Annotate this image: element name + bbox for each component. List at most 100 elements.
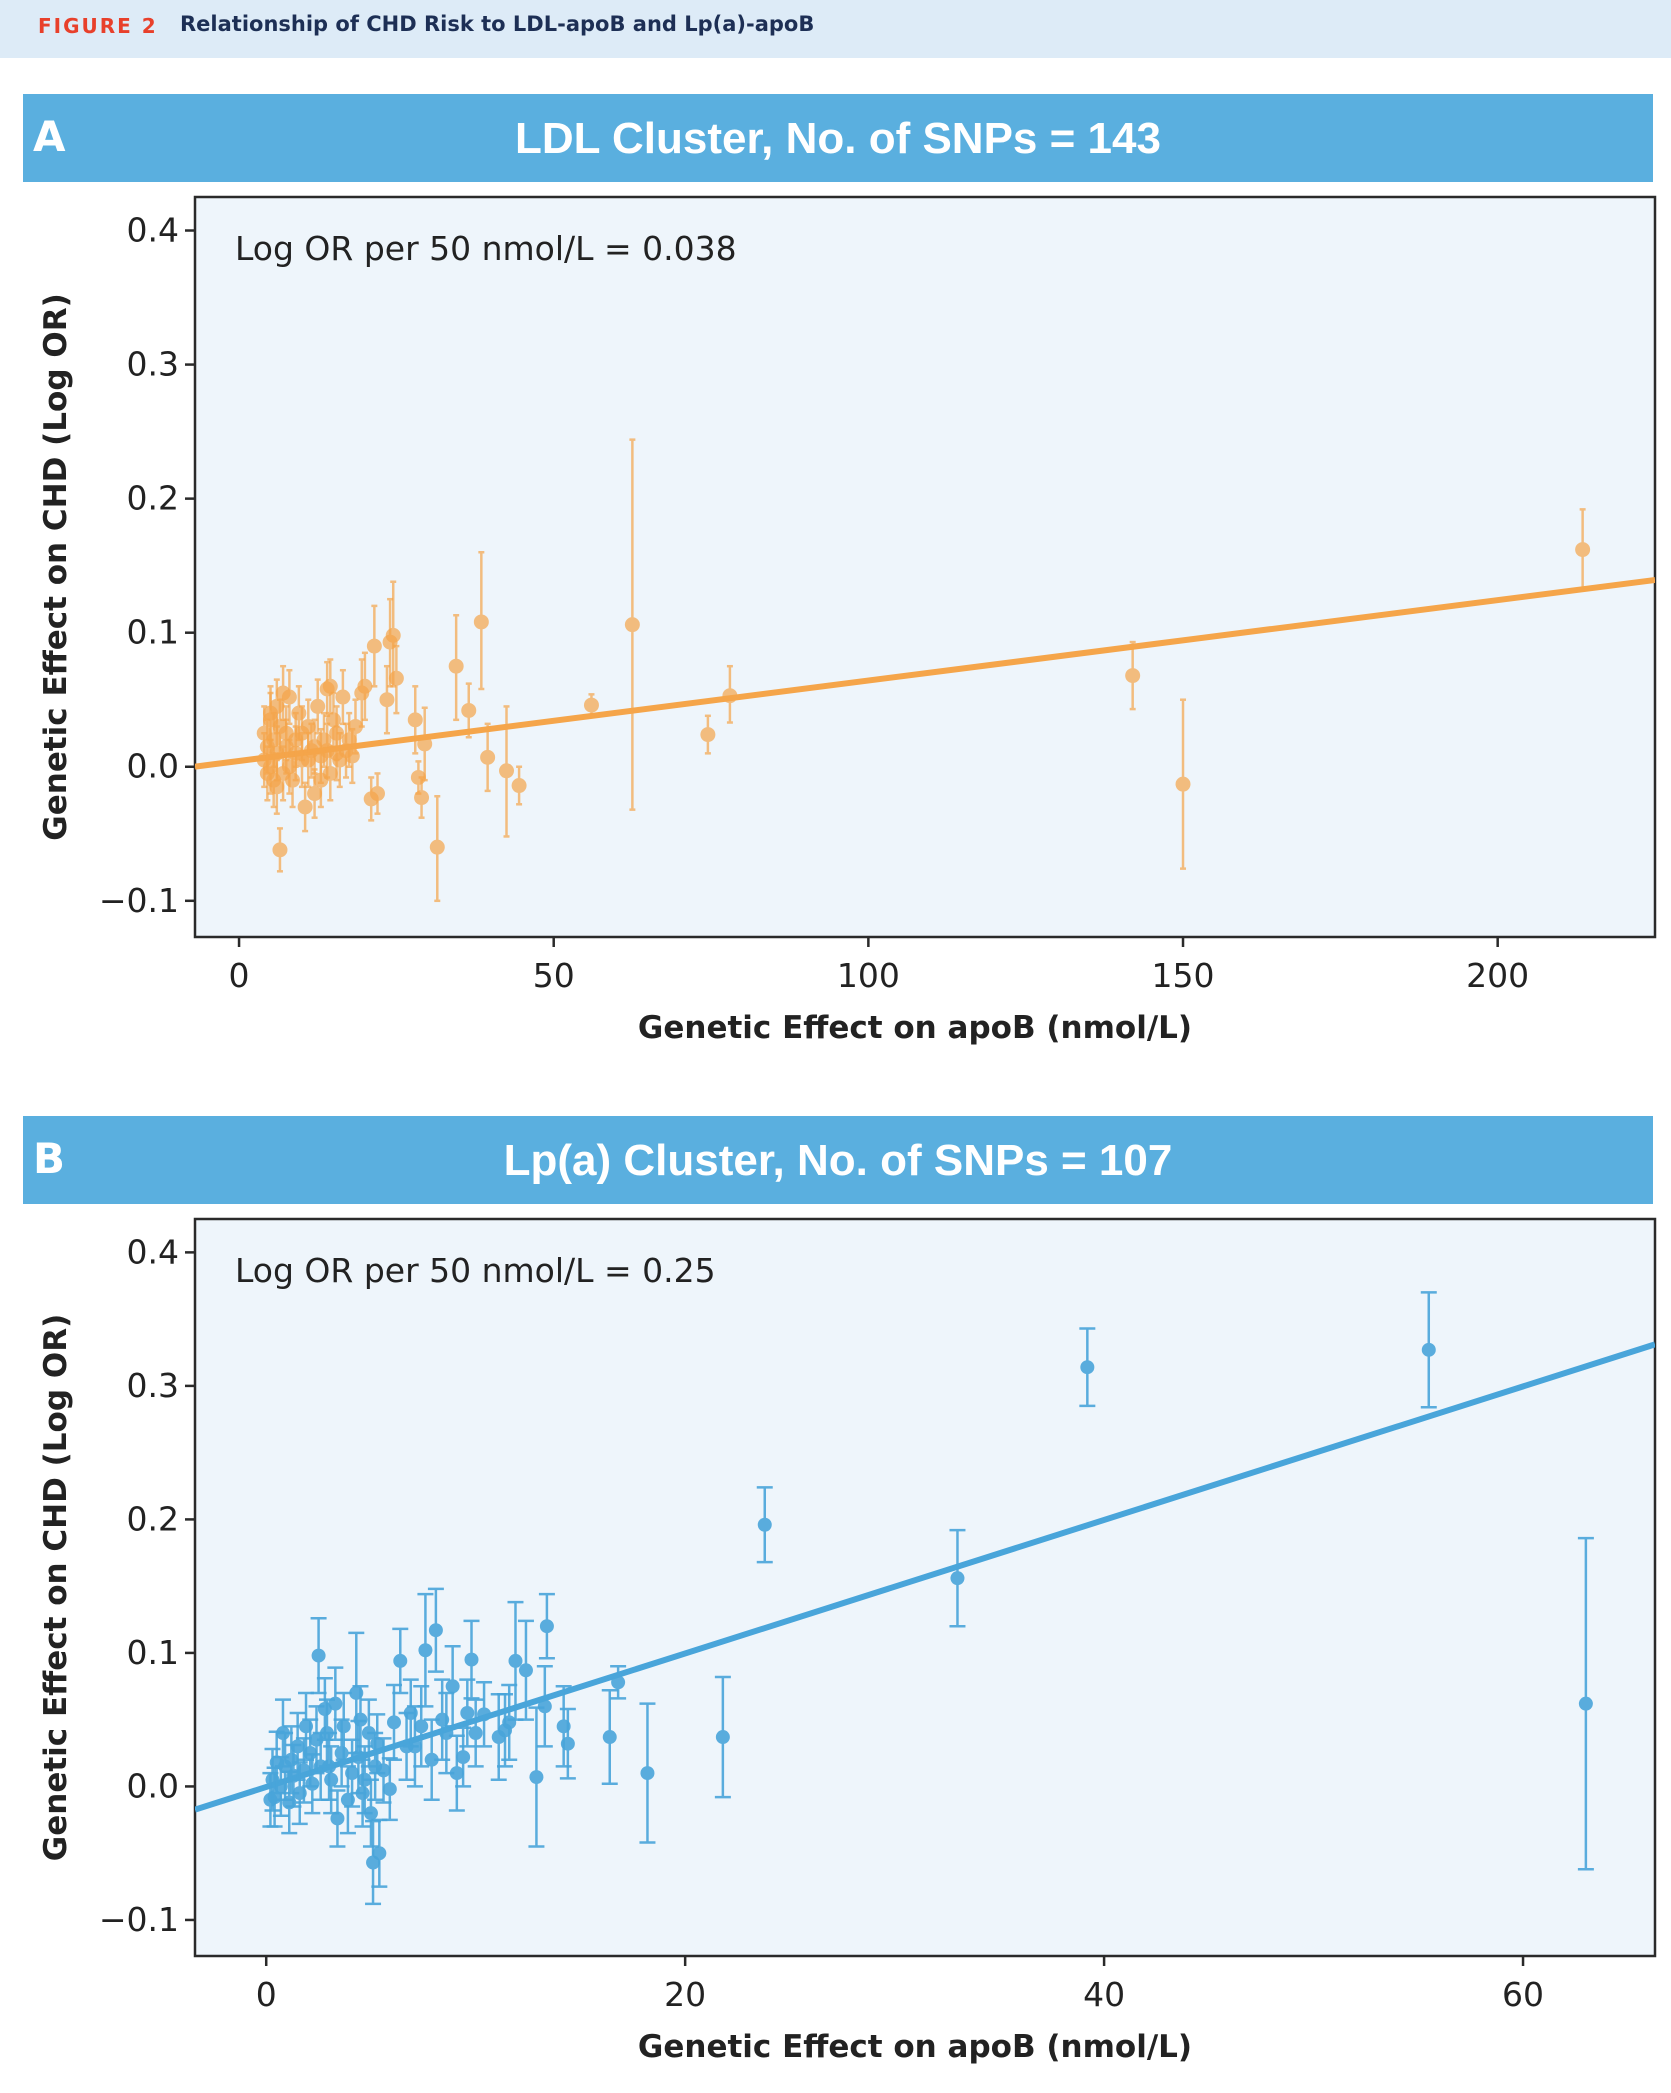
data-point (517, 1619, 534, 1721)
data-point (294, 705, 310, 762)
data-point (1575, 508, 1591, 592)
point-marker (435, 1712, 450, 1727)
data-point (300, 731, 316, 789)
point-marker (1125, 668, 1141, 684)
point-marker (272, 842, 288, 858)
point-marker (288, 745, 304, 761)
x-tick-label: 40 (1083, 1975, 1125, 2014)
panel-a-title: LDL Cluster, No. of SNPs = 143 (515, 114, 1161, 163)
data-point (298, 1691, 315, 1761)
x-axis-label: Genetic Effect on apoB (nmol/L) (638, 2029, 1192, 2065)
y-axis-label: Genetic Effect on CHD (Log OR) (38, 1314, 74, 1861)
data-point (1175, 698, 1191, 870)
data-point (262, 1771, 279, 1828)
data-point (1125, 640, 1141, 711)
point-marker (417, 736, 433, 752)
regression-annotation: Log OR per 50 nmol/L = 0.25 (235, 1251, 716, 1290)
point-marker (393, 1653, 408, 1668)
point-marker (379, 692, 395, 708)
panel-a-letter: A (33, 112, 66, 161)
x-tick-label: 60 (1502, 1975, 1544, 2014)
data-point (722, 664, 738, 724)
data-point (308, 1705, 325, 1775)
data-point (385, 1683, 402, 1761)
data-point (538, 1592, 555, 1660)
x-tick-label: 50 (533, 956, 575, 995)
data-point (463, 1619, 480, 1700)
point-marker (715, 1730, 730, 1745)
point-marker (309, 1732, 324, 1747)
point-marker (330, 1811, 345, 1826)
data-point (297, 781, 313, 833)
point-marker (319, 743, 335, 759)
point-marker (349, 1685, 364, 1700)
point-marker (317, 1701, 332, 1716)
point-marker (256, 752, 272, 768)
data-point (310, 678, 326, 735)
point-marker (263, 705, 279, 721)
data-point (583, 693, 599, 718)
point-marker (473, 614, 489, 630)
data-point (461, 682, 477, 739)
point-marker (414, 1719, 429, 1734)
point-marker (518, 1663, 533, 1678)
data-point (555, 1685, 572, 1768)
data-point (367, 1731, 384, 1802)
point-marker (1421, 1342, 1436, 1357)
point-marker (265, 1772, 280, 1787)
data-point (444, 1644, 461, 1728)
point-marker (322, 1759, 337, 1774)
point-marker (269, 779, 285, 795)
point-marker (700, 727, 716, 743)
data-point (490, 1693, 507, 1782)
x-tick-label: 20 (664, 1975, 706, 2014)
point-marker (428, 1623, 443, 1638)
y-tick-label: 0.3 (127, 1366, 179, 1405)
point-marker (300, 752, 316, 768)
point-marker (477, 1707, 492, 1722)
y-tick-label: 0.1 (127, 613, 179, 652)
point-marker (950, 1571, 965, 1586)
point-marker (292, 1786, 307, 1801)
figure-header: FIGURE 2 Relationship of CHD Risk to LDL… (0, 0, 1671, 58)
point-marker (259, 765, 275, 781)
point-marker (429, 839, 445, 855)
point-marker (424, 1752, 439, 1767)
data-point (281, 738, 297, 795)
point-marker (407, 712, 423, 728)
data-point (407, 685, 423, 755)
data-point (1079, 1327, 1096, 1408)
data-point (448, 614, 464, 722)
y-tick-label: −0.1 (99, 881, 179, 920)
point-marker (311, 1648, 326, 1663)
point-marker (354, 685, 370, 701)
point-marker (583, 697, 599, 713)
data-point (272, 827, 288, 873)
point-marker (1080, 1360, 1095, 1375)
point-marker (368, 1759, 383, 1774)
point-marker (263, 1792, 278, 1807)
point-marker (305, 1776, 320, 1791)
point-marker (363, 791, 379, 807)
data-point (321, 1731, 338, 1802)
point-marker (336, 1719, 351, 1734)
data-point (429, 794, 445, 903)
data-point (601, 1689, 618, 1786)
data-point (417, 706, 433, 782)
point-marker (456, 1750, 471, 1765)
y-tick-label: 0.0 (127, 747, 179, 786)
data-point (379, 664, 395, 735)
point-marker (449, 1766, 464, 1781)
data-point (288, 725, 304, 782)
point-marker (386, 1715, 401, 1730)
y-tick-label: 0.2 (127, 479, 179, 518)
point-marker (370, 1736, 385, 1751)
point-marker (382, 1782, 397, 1797)
point-marker (366, 1855, 381, 1870)
point-marker (460, 1706, 475, 1721)
point-marker (278, 725, 294, 741)
point-marker (297, 799, 313, 815)
point-marker (757, 1517, 772, 1532)
panel-b-header: B Lp(a) Cluster, No. of SNPs = 107 (23, 1116, 1653, 1204)
point-marker (275, 685, 291, 701)
